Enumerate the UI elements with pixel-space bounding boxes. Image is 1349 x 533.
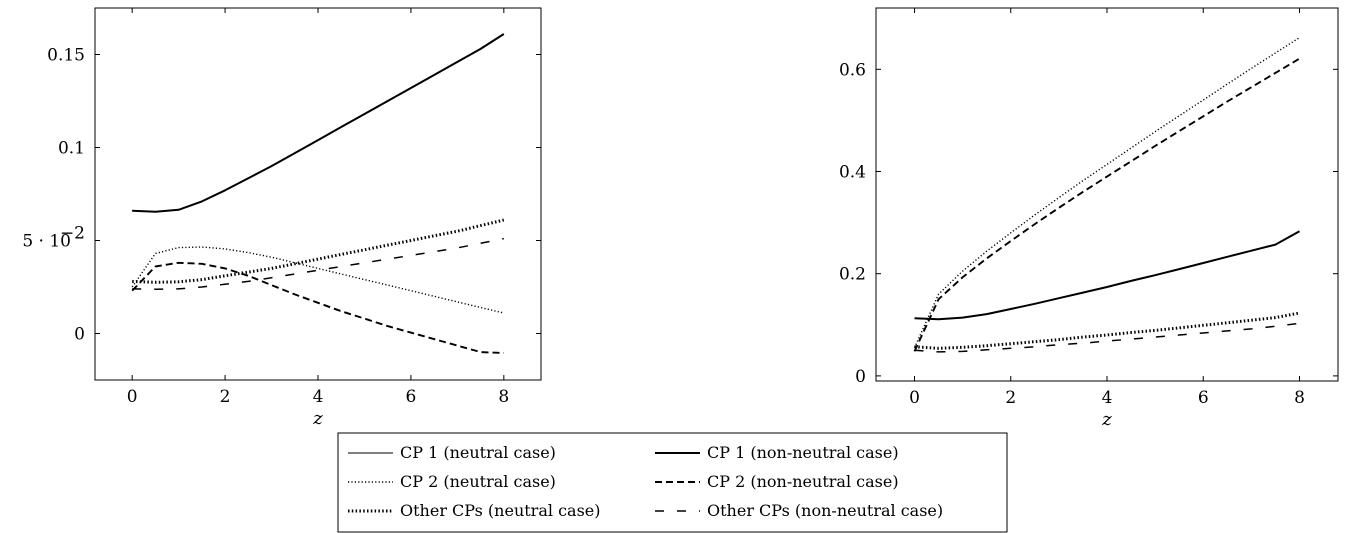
x-axis-label: z xyxy=(312,408,323,429)
y-tick-label: 0.15 xyxy=(47,46,85,66)
x-tick-label: 6 xyxy=(406,387,417,407)
left-chart: 0 2 4 6 8 0 5 · 10−2 0.1 0.15 z xyxy=(22,7,542,429)
x-tick-label: 0 xyxy=(909,388,920,408)
series-line-4 xyxy=(132,218,505,284)
series-line-5 xyxy=(132,237,504,290)
x-tick-label: 4 xyxy=(313,387,324,407)
x-tick-label: 2 xyxy=(1005,388,1016,408)
y-tick-label: 0 xyxy=(74,325,85,345)
x-tick-label: 8 xyxy=(1294,388,1305,408)
series-line-2 xyxy=(913,37,1300,349)
x-tick-label: 4 xyxy=(1102,388,1113,408)
series-line-3 xyxy=(913,57,1300,352)
series-line-2 xyxy=(131,246,504,314)
y-tick-label: 0 xyxy=(855,367,866,387)
y-tick-label: 0.1 xyxy=(58,139,85,159)
x-tick-label: 6 xyxy=(1198,388,1209,408)
y-tick-label: 0.6 xyxy=(839,60,866,80)
plot-frame xyxy=(875,7,1339,382)
x-tick-label: 0 xyxy=(127,387,138,407)
legend: CP 1 (neutral case) CP 1 (non-neutral cas… xyxy=(337,432,1008,533)
x-axis-label: z xyxy=(1101,409,1112,430)
series-line-0 xyxy=(914,230,1300,320)
series-line-1 xyxy=(914,230,1300,321)
legend-label: CP 1 (non-neutral case) xyxy=(707,443,899,462)
x-tick-label: 2 xyxy=(220,387,231,407)
plot-frame xyxy=(94,7,542,381)
y-tick-label: 0.4 xyxy=(839,163,866,183)
legend-label: Other CPs (neutral case) xyxy=(400,501,601,520)
x-tick-label: 8 xyxy=(498,387,509,407)
series-line-1 xyxy=(132,33,505,213)
series-line-0 xyxy=(132,33,505,213)
y-tick-label: 5 · 10 xyxy=(22,232,71,252)
series-line-4 xyxy=(914,311,1300,350)
y-tick-label: 0.2 xyxy=(839,265,866,285)
right-chart: 0 2 4 6 8 0 0.2 0.4 0.6 z xyxy=(839,7,1339,430)
legend-label: CP 1 (neutral case) xyxy=(400,443,556,462)
legend-label: CP 2 (non-neutral case) xyxy=(707,472,899,491)
legend-label: Other CPs (non-neutral case) xyxy=(707,501,943,520)
y-tick-exponent: −2 xyxy=(60,224,85,244)
legend-label: CP 2 (neutral case) xyxy=(400,472,556,491)
series-line-3 xyxy=(131,261,504,354)
